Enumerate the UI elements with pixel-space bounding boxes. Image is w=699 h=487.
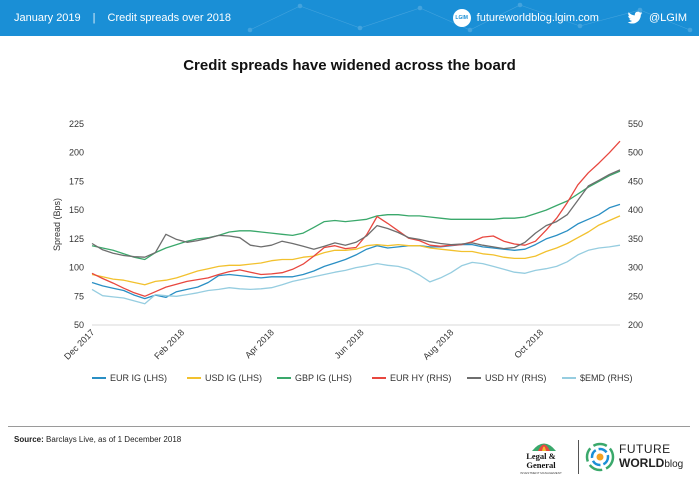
- x-axis-tick-label: Dec 2017: [62, 327, 96, 361]
- series-line-gbp-ig-lhs: [91, 170, 621, 261]
- legend-swatch: [467, 377, 481, 379]
- right-axis-tick-label: 250: [628, 291, 643, 301]
- left-axis-tick-label: 100: [69, 263, 84, 273]
- twitter-icon[interactable]: [627, 10, 643, 26]
- series-line-emd-rhs: [91, 244, 621, 305]
- header-subject: Credit spreads over 2018: [107, 12, 232, 24]
- line-chart: 225 200 175 150 125 100 75 50 550 500 450 400 350 300…: [52, 119, 643, 362]
- header-separator: |: [92, 12, 96, 24]
- left-axis-tick-label: 125: [69, 234, 84, 244]
- x-axis-tick-label: Aug 2018: [421, 327, 455, 361]
- legend-swatch: [562, 377, 576, 379]
- future-world-globe-icon: [585, 442, 615, 472]
- legend-item: EUR HY (RHS): [372, 373, 451, 383]
- fw-line2: WORLD: [619, 456, 665, 470]
- series-line-usd-hy-rhs: [91, 169, 621, 258]
- network-pattern-decoration: [247, 2, 693, 33]
- series-lines: [91, 140, 621, 305]
- x-axis-tick-label: Jun 2018: [332, 327, 365, 360]
- header-bar: January 2019 | Credit spreads over 2018 …: [0, 0, 699, 36]
- left-axis-tick-label: 75: [74, 291, 84, 301]
- site-link[interactable]: futureworldblog.lgim.com: [476, 12, 599, 24]
- right-axis-tick-label: 550: [628, 119, 643, 129]
- chart-title: Credit spreads have widened across the b…: [183, 57, 516, 74]
- legend-label: USD IG (LHS): [205, 373, 263, 383]
- left-axis-tick-label: 50: [74, 320, 84, 330]
- legend-label: EUR HY (RHS): [390, 373, 452, 383]
- left-axis-tick-label: 150: [69, 205, 84, 215]
- legend-label: USD HY (RHS): [485, 373, 547, 383]
- source-note: Source: Barclays Live, as of 1 December …: [14, 435, 181, 444]
- globe-icon: LGIM: [452, 9, 471, 27]
- legend-swatch: [92, 377, 106, 379]
- right-axis-tick-label: 200: [628, 320, 643, 330]
- source-label: Source:: [14, 435, 44, 444]
- y-axis-label: Spread (Bps): [52, 198, 62, 251]
- legend-item: GBP IG (LHS): [277, 373, 352, 383]
- logo-divider: [578, 440, 579, 474]
- chart-legend: EUR IG (LHS) USD IG (LHS) GBP IG (LHS) EUR …: [92, 373, 652, 389]
- x-axis-tick-label: Oct 2018: [512, 327, 545, 360]
- right-axis-tick-label: 500: [628, 148, 643, 158]
- x-axis-tick-label: Feb 2018: [152, 327, 186, 361]
- legend-item: $EMD (RHS): [562, 373, 633, 383]
- umbrella-icon: [532, 443, 556, 451]
- right-axis-tick-label: 450: [628, 176, 643, 186]
- left-axis-tick-label: 175: [69, 176, 84, 186]
- series-line-usd-ig-lhs: [91, 215, 621, 286]
- series-line-eur-hy-rhs: [91, 140, 621, 297]
- left-axis-tick-label: 225: [69, 119, 84, 129]
- lg-tagline: INVESTMENT MANAGEMENT: [520, 471, 562, 475]
- legend-item: USD HY (RHS): [467, 373, 546, 383]
- right-axis-tick-label: 400: [628, 205, 643, 215]
- legend-label: EUR IG (LHS): [110, 373, 168, 383]
- future-world-wordmark: FUTURE WORLDblog: [619, 443, 683, 472]
- right-axis-tick-label: 350: [628, 234, 643, 244]
- source-text: Barclays Live, as of 1 December 2018: [46, 435, 182, 444]
- legend-swatch: [277, 377, 291, 379]
- legend-swatch: [372, 377, 386, 379]
- x-axis-tick-label: Apr 2018: [243, 327, 276, 360]
- legend-swatch: [187, 377, 201, 379]
- legend-label: GBP IG (LHS): [295, 373, 352, 383]
- right-axis-tick-label: 300: [628, 263, 643, 273]
- legend-item: USD IG (LHS): [187, 373, 262, 383]
- lg-name-line1: Legal &: [526, 451, 556, 461]
- legend-label: $EMD (RHS): [580, 373, 633, 383]
- twitter-handle[interactable]: @LGIM: [648, 12, 687, 24]
- series-line-eur-ig-lhs: [91, 203, 621, 300]
- legal-general-logo: Legal & General INVESTMENT MANAGEMENT: [509, 440, 573, 478]
- axes: 225 200 175 150 125 100 75 50 550 500 450 400 350 300…: [52, 119, 643, 362]
- site-badge: LGIM: [455, 15, 468, 21]
- lg-name-line2: General: [526, 460, 556, 470]
- left-axis-tick-label: 200: [69, 148, 84, 158]
- footer-divider: [8, 426, 690, 427]
- fw-line1: FUTURE: [619, 442, 671, 456]
- fw-line2-suffix: blog: [664, 459, 684, 470]
- legend-item: EUR IG (LHS): [92, 373, 167, 383]
- header-date: January 2019: [14, 12, 81, 24]
